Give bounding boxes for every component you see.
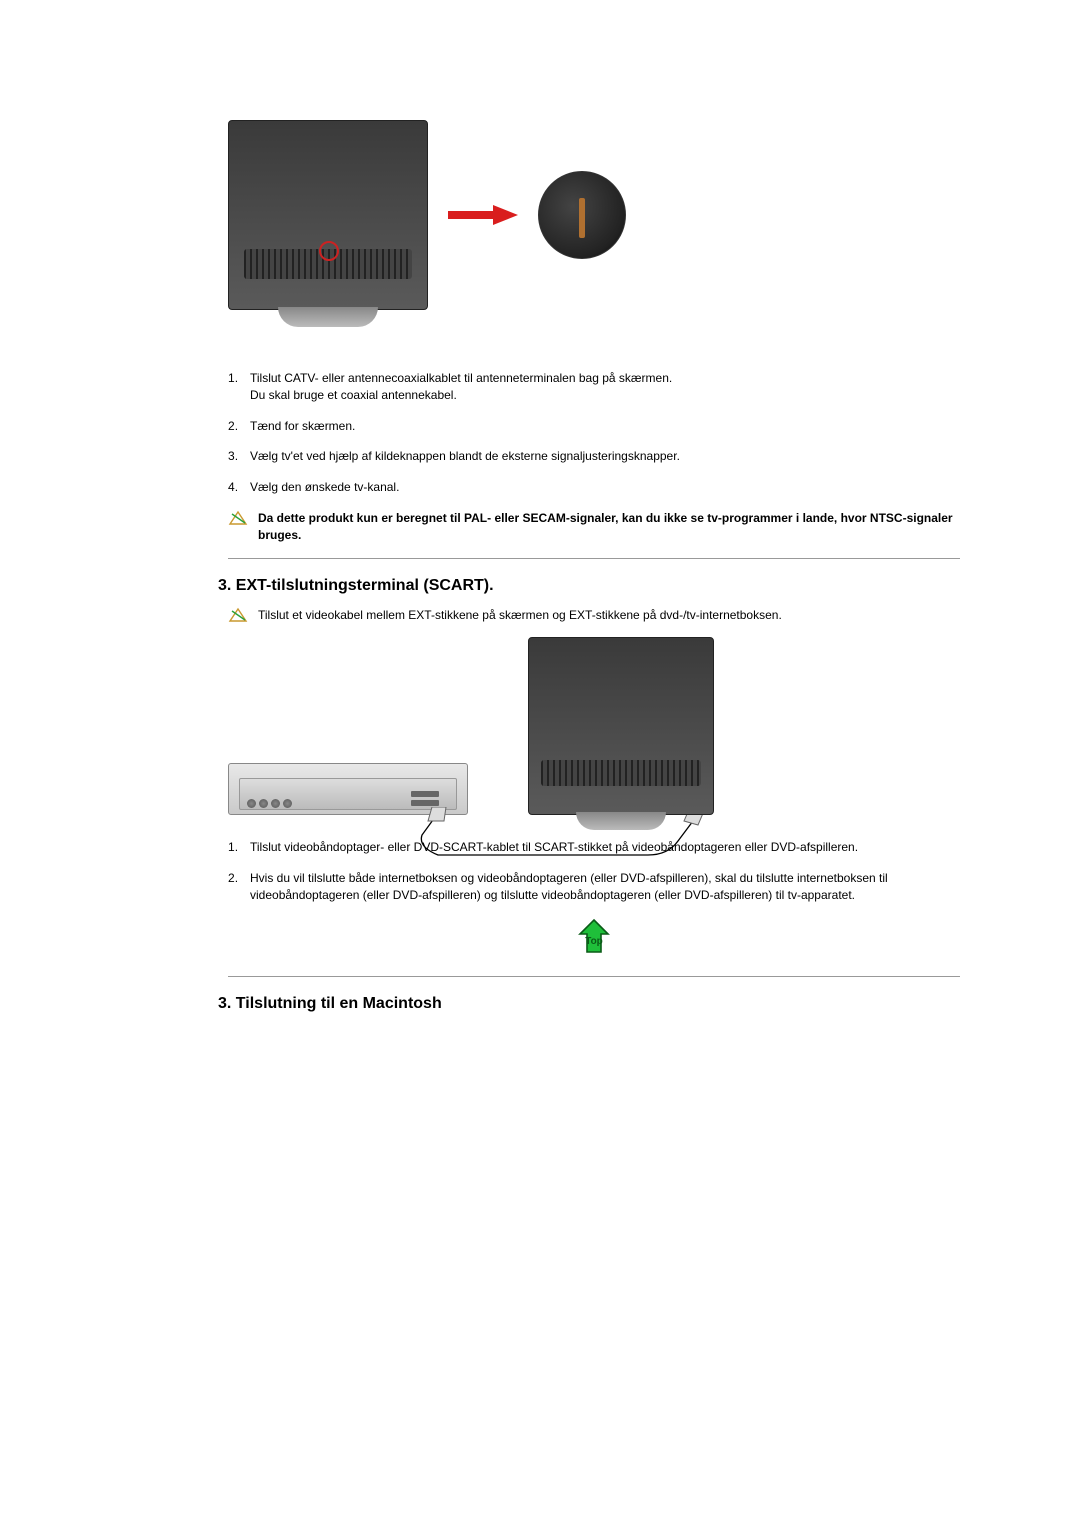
step-item: Vælg tv'et ved hjælp af kildeknappen bla…	[228, 448, 960, 465]
monitor-rear-illustration	[228, 120, 428, 310]
warning-icon	[228, 607, 248, 623]
scart-figure	[228, 637, 960, 815]
section-title-mac: 3. Tilslutning til en Macintosh	[218, 995, 960, 1013]
arrow-right-icon	[448, 203, 518, 227]
step-text: Vælg tv'et ved hjælp af kildeknappen bla…	[250, 449, 680, 463]
dvd-box-illustration	[228, 763, 468, 815]
monitor-rear-illustration	[528, 637, 714, 815]
step-item: Tænd for skærmen.	[228, 418, 960, 435]
back-to-top[interactable]: Top	[228, 918, 960, 956]
step-item: Tilslut CATV- eller antennecoaxialkablet…	[228, 370, 960, 404]
antenna-figure	[228, 120, 960, 310]
divider	[228, 976, 960, 977]
step-item: Vælg den ønskede tv-kanal.	[228, 479, 960, 496]
antenna-port-detail	[538, 171, 626, 259]
step-text: Vælg den ønskede tv-kanal.	[250, 480, 399, 494]
top-label: Top	[585, 936, 603, 947]
note-text: Tilslut et videokabel mellem EXT-stikken…	[258, 607, 782, 624]
step-text: Hvis du vil tilslutte både internetbokse…	[250, 871, 888, 902]
scart-steps-list: Tilslut videobåndoptager- eller DVD-SCAR…	[228, 839, 960, 903]
antenna-steps-list: Tilslut CATV- eller antennecoaxialkablet…	[228, 370, 960, 496]
note-text: Da dette produkt kun er beregnet til PAL…	[258, 510, 960, 544]
step-item: Tilslut videobåndoptager- eller DVD-SCAR…	[228, 839, 960, 856]
section-title-scart: 3. EXT-tilslutningsterminal (SCART).	[218, 577, 960, 595]
divider	[228, 558, 960, 559]
step-text: Tilslut CATV- eller antennecoaxialkablet…	[250, 371, 672, 402]
top-icon: Top	[574, 918, 614, 956]
antenna-port-highlight	[319, 241, 339, 261]
step-item: Hvis du vil tilslutte både internetbokse…	[228, 870, 960, 904]
ntsc-note: Da dette produkt kun er beregnet til PAL…	[228, 510, 960, 544]
step-text: Tilslut videobåndoptager- eller DVD-SCAR…	[250, 840, 858, 854]
warning-icon	[228, 510, 248, 526]
scart-note: Tilslut et videokabel mellem EXT-stikken…	[228, 607, 960, 624]
step-text: Tænd for skærmen.	[250, 419, 355, 433]
